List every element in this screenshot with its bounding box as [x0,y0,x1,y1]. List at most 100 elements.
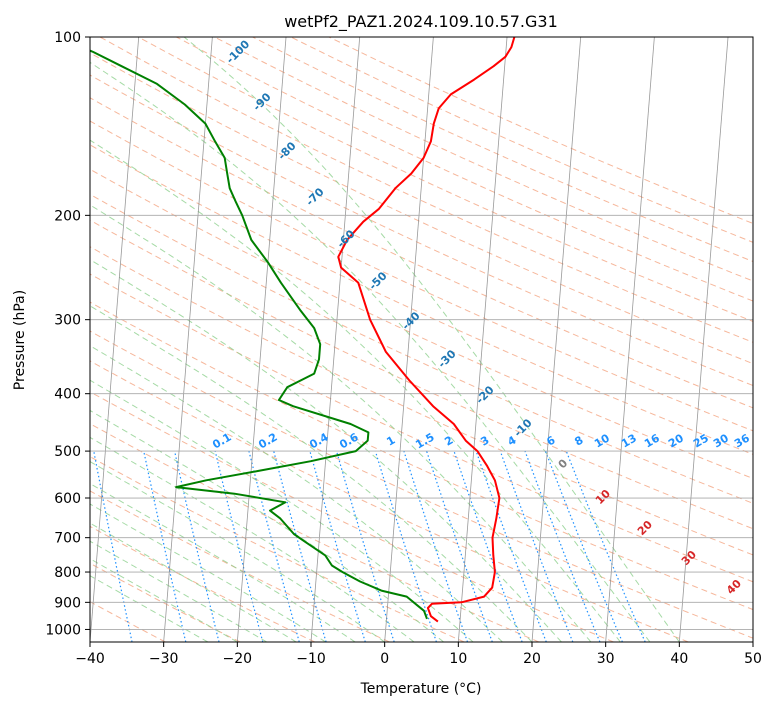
moist-adiabat-line [90,139,621,642]
dry-adiabat-line [90,525,315,642]
dry-adiabat-label: -10 [511,416,534,439]
isotherm-line [310,37,361,642]
series-layer [90,37,516,623]
y-tick-label: 200 [54,208,81,224]
mixing-ratio-label: 1 [384,433,397,448]
y-tick-label: 800 [54,565,81,581]
y-tick-label: 600 [54,491,81,507]
dry-adiabat-line [90,391,614,642]
mixing-ratio-line [273,450,327,642]
mixing-ratio-label: 6 [544,433,557,448]
dry-adiabat-label: -20 [473,383,496,406]
mixing-ratio-label: 25 [691,432,711,451]
moist-adiabat-line [90,409,444,642]
x-axis: −40 −30 −20 −10 0 10 20 30 40 50 [75,642,762,667]
isotherm-line [384,37,434,642]
moist-adiabat-line [90,460,385,642]
y-tick-label: 400 [54,387,81,403]
y-tick-label: 300 [54,313,81,329]
mixing-ratio-line [403,450,469,642]
dry-adiabat-line [90,301,753,611]
y-tick-label: 900 [54,595,81,611]
plot-frame [89,36,754,643]
mixing-ratio-label: 16 [642,431,662,450]
dry-adiabat-label: 10 [593,487,613,507]
isotherm-line [531,37,582,642]
x-tick-label: −30 [149,651,179,667]
mixing-ratio-line [374,450,437,642]
mixing-ratio-label: 3 [478,433,491,448]
y-axis: 100 200 300 400 500 600 700 800 900 1000 [45,30,90,638]
mixing-ratio-label: 10 [592,431,612,450]
isotherm-line [90,37,140,642]
dry-adiabat-line [90,219,753,530]
x-tick-label: 50 [744,651,762,667]
dry-adiabat-line [90,120,753,432]
moist-adiabat-line [90,482,356,642]
dry-adiabat-line [90,490,390,642]
dry-adiabat-line [137,37,753,322]
mixing-ratio-label: 30 [711,431,731,450]
isotherm-line [752,637,753,642]
y-tick-label: 100 [54,30,81,46]
dry-adiabat-line [99,37,753,343]
dry-adiabat-label: -30 [435,347,458,370]
x-tick-label: 20 [523,651,541,667]
mixing-ratio-line [93,450,133,642]
series-line-1 [337,37,516,623]
dry-adiabat-label: -70 [303,185,326,208]
isotherm-line [605,37,655,642]
moist-adiabat-line [90,345,503,642]
y-tick-label: 700 [54,531,81,547]
isopleth-labels: -100-90-80-70-60-50-40-30-20-10010203040… [210,37,752,597]
moist-adiabat-line [90,204,592,642]
mixing-ratio-line [426,450,493,642]
x-axis-title: Temperature (°C) [360,681,482,697]
isotherm-line [457,37,508,642]
dry-adiabat-line [90,246,753,556]
y-axis-title: Pressure (hPa) [12,290,28,390]
x-tick-label: −20 [223,651,253,667]
y-tick-label: 1000 [45,622,81,638]
dry-adiabat-line [90,330,753,639]
moist-adiabat-line [90,558,238,642]
mixing-ratio-line [499,450,574,642]
mixing-ratio-label: 1.5 [413,430,436,451]
y-tick-label: 500 [54,444,81,460]
mixing-ratio-label: 0.1 [210,430,233,451]
moist-adiabat-line [90,522,297,642]
moist-adiabat-line [90,61,651,642]
dry-adiabat-line [90,193,753,504]
mixing-ratio-label: 20 [666,431,686,450]
dry-adiabat-line [90,423,540,642]
mixing-ratio-line [214,450,264,642]
mixing-ratio-line [248,450,300,642]
moist-adiabat-line [90,503,326,642]
dry-adiabat-line [90,74,753,387]
mixing-ratio-line [143,450,187,642]
dry-adiabat-line [90,273,753,583]
mixing-ratio-label: 8 [572,433,585,448]
moist-adiabat-line [90,379,474,642]
moist-adiabat-line [90,258,562,642]
dry-adiabat-label: 20 [635,518,655,538]
dry-adiabat-line [90,168,753,480]
mixing-ratio-line [544,450,623,642]
dry-adiabat-line [90,360,689,642]
x-tick-label: −40 [75,651,105,667]
x-tick-label: 0 [380,651,389,667]
x-tick-label: 40 [670,651,688,667]
isotherm-line [678,37,729,642]
mixing-ratio-label: 0.2 [256,430,279,451]
moist-adiabat-line [90,540,268,642]
dry-adiabat-label: 30 [679,548,699,568]
mixing-ratio-line [174,450,220,642]
isotherm-line [163,37,213,642]
dry-adiabat-line [176,37,753,302]
dry-adiabat-label: -90 [250,90,273,113]
dry-adiabat-line [252,37,753,263]
chart-title: wetPf2_PAZ1.2024.109.10.57.G31 [284,12,558,32]
mixing-ratio-line [335,450,395,642]
series-line-2 [90,49,428,620]
